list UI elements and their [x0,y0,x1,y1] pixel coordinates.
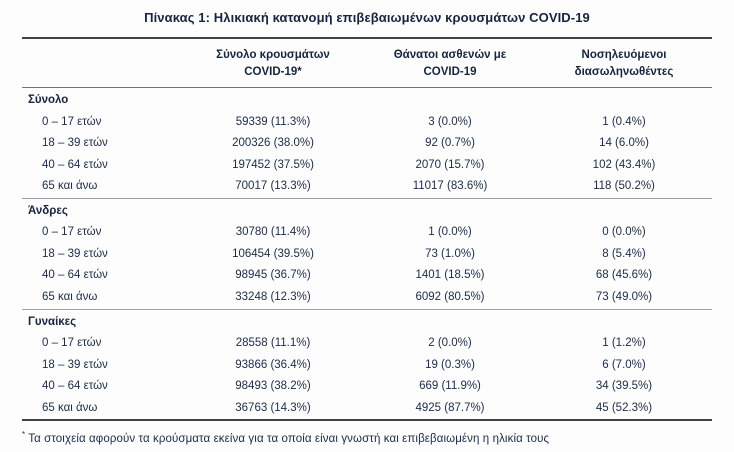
cases-value: 98493 (38.2%) [235,380,311,393]
cases-value: 197452 (37.5%) [232,158,314,171]
table-row: 40 – 64 ετών 98945 (36.7%) 1401 (18.5%) … [22,265,712,287]
footnote: * Τα στοιχεία αφορούν τα κρούσματα εκείνα… [22,421,712,445]
section-label: Γυναίκες [22,308,712,334]
table-row: 40 – 64 ετών 98493 (38.2%) 669 (11.9%) 3… [22,376,712,398]
table-row: 18 – 39 ετών 200326 (38.0%) 92 (0.7%) 14… [22,133,712,155]
table-row: 65 και άνω 70017 (13.3%) 11017 (83.6%) 1… [22,176,712,198]
header-intubated: Νοσηλευόμενοι διασωληνωθέντες [536,38,712,89]
header-total-cases-line2: COVID-19* [244,65,302,78]
table-row: 0 – 17 ετών 30780 (11.4%) 1 (0.0%) 0 (0.… [22,222,712,244]
deaths-value: 3 (0.0%) [428,115,472,128]
intubated-value: 14 (6.0%) [599,137,649,150]
table-row: 65 και άνω 36763 (14.3%) 4925 (87.7%) 45… [22,398,712,421]
table-body: Σύνολο 0 – 17 ετών 59339 (11.3%) 3 (0.0%… [22,88,712,420]
table-row: 0 – 17 ετών 59339 (11.3%) 3 (0.0%) 1 (0.… [22,112,712,134]
table-row: 65 και άνω 33248 (12.3%) 6092 (80.5%) 73… [22,287,712,309]
deaths-value: 2070 (15.7%) [415,158,485,171]
intubated-value: 73 (49.0%) [595,290,653,303]
cases-value: 30780 (11.4%) [235,226,311,239]
footnote-text: Τα στοιχεία αφορούν τα κρούσματα εκείνα … [28,432,550,445]
age-label: 65 και άνω [42,180,98,193]
age-label: 65 και άνω [42,290,98,303]
header-total-cases-line1: Σύνολο κρουσμάτων [216,49,330,61]
section-label: Άνδρες [22,197,712,223]
table-row: 40 – 64 ετών 197452 (37.5%) 2070 (15.7%)… [22,155,712,177]
deaths-value: 2 (0.0%) [428,337,472,350]
deaths-value: 4925 (87.7%) [415,401,485,414]
cases-value: 200326 (38.0%) [232,137,314,150]
header-row: Σύνολο κρουσμάτων COVID-19* Θάνατοι ασθε… [22,38,712,89]
cases-value: 36763 (14.3%) [235,401,311,414]
intubated-value: 6 (7.0%) [602,358,646,371]
deaths-value: 1401 (18.5%) [415,269,485,282]
deaths-value: 19 (0.3%) [425,358,475,371]
table-header: Σύνολο κρουσμάτων COVID-19* Θάνατοι ασθε… [22,38,712,89]
header-deaths-line1: Θάνατοι ασθενών με [393,49,507,61]
footnote-marker: * [22,430,26,440]
header-deaths: Θάνατοι ασθενών με COVID-19 [364,38,536,89]
header-intubated-line1: Νοσηλευόμενοι [581,49,667,61]
deaths-value: 73 (1.0%) [425,247,475,260]
intubated-value: 34 (39.5%) [595,380,653,393]
cases-value: 59339 (11.3%) [235,115,311,128]
age-label: 0 – 17 ετών [42,337,102,350]
intubated-value: 68 (45.6%) [595,269,653,282]
intubated-value: 102 (43.4%) [592,158,656,171]
section-header-women: Γυναίκες [22,308,712,334]
intubated-value: 118 (50.2%) [593,180,655,193]
age-label: 40 – 64 ετών [42,380,108,393]
covid-age-distribution-table: Σύνολο κρουσμάτων COVID-19* Θάνατοι ασθε… [22,37,712,422]
age-label: 0 – 17 ετών [42,115,102,128]
intubated-value: 0 (0.0%) [602,226,646,239]
age-label: 0 – 17 ετών [42,226,102,239]
cases-value: 70017 (13.3%) [235,180,311,193]
header-intubated-line2: διασωληνωθέντες [574,65,674,78]
table-row: 18 – 39 ετών 93866 (36.4%) 19 (0.3%) 6 (… [22,355,712,377]
intubated-value: 8 (5.4%) [602,247,646,260]
intubated-value: 1 (1.2%) [602,337,646,350]
intubated-value: 45 (52.3%) [595,401,653,414]
intubated-value: 1 (0.4%) [602,115,646,128]
table-title: Πίνακας 1: Ηλικιακή κατανομή επιβεβαιωμέ… [144,10,590,25]
cases-value: 93866 (36.4%) [235,358,311,371]
age-label: 18 – 39 ετών [42,358,108,371]
deaths-value: 11017 (83.6%) [412,180,488,193]
cases-value: 28558 (11.1%) [235,337,311,350]
section-header-men: Άνδρες [22,197,712,223]
age-label: 40 – 64 ετών [42,269,108,282]
table-row: 18 – 39 ετών 106454 (39.5%) 73 (1.0%) 8 … [22,244,712,266]
deaths-value: 669 (11.9%) [419,380,481,393]
deaths-value: 92 (0.7%) [425,137,475,150]
cases-value: 98945 (36.7%) [235,269,311,282]
age-label: 18 – 39 ετών [42,137,108,150]
deaths-value: 1 (0.0%) [428,226,472,239]
deaths-value: 6092 (80.5%) [415,290,485,303]
header-deaths-line2: COVID-19 [423,65,477,78]
age-label: 18 – 39 ετών [42,247,108,260]
cases-value: 106454 (39.5%) [232,247,314,260]
age-label: 40 – 64 ετών [42,158,108,171]
cases-value: 33248 (12.3%) [235,290,311,303]
header-empty [22,38,182,89]
age-label: 65 και άνω [42,401,98,414]
section-label: Σύνολο [28,94,69,107]
header-total-cases: Σύνολο κρουσμάτων COVID-19* [182,38,364,89]
section-header-total: Σύνολο [22,88,712,112]
table-row: 0 – 17 ετών 28558 (11.1%) 2 (0.0%) 1 (1.… [22,333,712,355]
